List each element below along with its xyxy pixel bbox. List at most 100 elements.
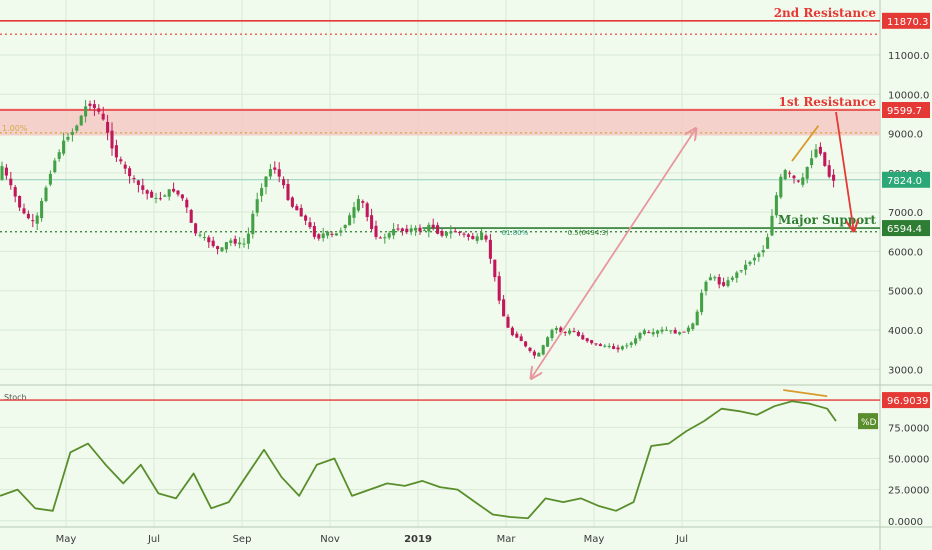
candle-body bbox=[779, 176, 783, 198]
candle-body bbox=[801, 177, 805, 185]
candle-body bbox=[735, 272, 739, 278]
candle-body bbox=[810, 158, 814, 166]
candle-body bbox=[216, 246, 220, 250]
candle-body bbox=[695, 311, 699, 326]
candle-body bbox=[92, 104, 96, 109]
stoch-tick-label: 25.0000 bbox=[888, 486, 929, 497]
stoch-series-tag-bg bbox=[858, 413, 878, 430]
candle-body bbox=[691, 323, 695, 330]
candle-body bbox=[444, 232, 448, 236]
x-tick-label: Mar bbox=[497, 534, 517, 545]
candle-body bbox=[656, 330, 660, 334]
candle-body bbox=[233, 238, 237, 244]
candle-body bbox=[625, 345, 629, 347]
candle-body bbox=[594, 343, 598, 345]
x-tick-label: 2019 bbox=[404, 534, 432, 545]
candle-body bbox=[436, 225, 440, 234]
candle-body bbox=[343, 225, 347, 229]
y-tick-label: 6000.0 bbox=[888, 247, 923, 258]
candle-body bbox=[590, 340, 594, 344]
candle-body bbox=[541, 345, 545, 355]
candle-body bbox=[317, 234, 321, 239]
stoch-divergence-line bbox=[783, 389, 828, 398]
candle-body bbox=[396, 228, 400, 230]
candle-body bbox=[264, 176, 268, 187]
price-tags: 11870.3 9599.7 7824.0 6594.4 96.9039 %D bbox=[858, 12, 930, 430]
candle-body bbox=[774, 195, 778, 216]
candle-body bbox=[163, 195, 167, 197]
candle-body bbox=[361, 201, 365, 203]
stoch-tick-label: 50.0000 bbox=[888, 455, 929, 466]
candle-body bbox=[537, 353, 541, 357]
candle-body bbox=[708, 277, 712, 281]
stoch-title: Stoch bbox=[4, 393, 27, 402]
candle-body bbox=[268, 169, 272, 177]
candle-body bbox=[752, 257, 756, 261]
candle-body bbox=[726, 280, 730, 286]
candle-body bbox=[550, 329, 554, 339]
candle-body bbox=[31, 220, 35, 222]
candle-body bbox=[717, 276, 721, 285]
candle-body bbox=[414, 227, 418, 231]
y-tick-label: 4000.0 bbox=[888, 326, 923, 337]
candle-body bbox=[431, 224, 435, 228]
candle-body bbox=[788, 172, 792, 174]
candle-body bbox=[475, 236, 479, 241]
candle-body bbox=[832, 174, 836, 181]
resistance-zone-rect bbox=[0, 108, 880, 136]
candle-body bbox=[334, 233, 338, 236]
candle-body bbox=[172, 188, 176, 192]
stoch-tick-label: 0.0000 bbox=[888, 517, 923, 528]
candle-body bbox=[673, 329, 677, 334]
candle-body bbox=[40, 200, 44, 219]
candle-body bbox=[554, 327, 558, 331]
candle-body bbox=[669, 330, 673, 332]
candle-body bbox=[290, 197, 294, 207]
candle-body bbox=[585, 338, 589, 342]
candle-body bbox=[22, 208, 26, 214]
candle-body bbox=[57, 152, 61, 159]
y-tick-label: 7000.0 bbox=[888, 208, 923, 219]
candle-body bbox=[748, 261, 752, 265]
down-arrow bbox=[835, 111, 854, 230]
candle-body bbox=[330, 233, 334, 235]
candle-body bbox=[502, 299, 506, 317]
candle-body bbox=[620, 346, 624, 350]
candle-body bbox=[308, 222, 312, 228]
candle-body bbox=[453, 231, 457, 233]
candle-body bbox=[642, 330, 646, 335]
candle-body bbox=[158, 198, 162, 200]
candle-body bbox=[713, 277, 717, 279]
candle-body bbox=[356, 198, 360, 211]
x-tick-label: Jul bbox=[147, 534, 160, 545]
level-label: 1st Resistance bbox=[779, 95, 877, 109]
candle-body bbox=[238, 242, 242, 245]
x-tick-label: Nov bbox=[320, 534, 340, 545]
candle-body bbox=[532, 351, 536, 356]
candle-body bbox=[176, 190, 180, 195]
candle-body bbox=[132, 178, 136, 180]
candle-body bbox=[761, 250, 765, 253]
tag-last-price: 7824.0 bbox=[887, 176, 922, 187]
candle-body bbox=[374, 225, 378, 237]
candle-body bbox=[660, 329, 664, 332]
candle-body bbox=[700, 292, 704, 313]
candle-body bbox=[827, 165, 831, 177]
candle-body bbox=[84, 106, 88, 117]
tag-2nd-resistance-bg bbox=[882, 12, 930, 29]
candle-body bbox=[616, 347, 620, 350]
candle-body bbox=[62, 140, 66, 154]
candle-body bbox=[246, 233, 250, 244]
divergence-line bbox=[791, 125, 820, 162]
candle-body bbox=[638, 333, 642, 339]
annotations bbox=[532, 111, 854, 378]
candle-body bbox=[88, 103, 92, 106]
candle-body bbox=[528, 347, 532, 351]
candle-body bbox=[251, 213, 255, 235]
projection-arrow bbox=[532, 130, 695, 378]
candle-body bbox=[220, 247, 224, 252]
candle-body bbox=[480, 232, 484, 240]
candle-body bbox=[0, 166, 4, 180]
candle-body bbox=[79, 115, 83, 126]
